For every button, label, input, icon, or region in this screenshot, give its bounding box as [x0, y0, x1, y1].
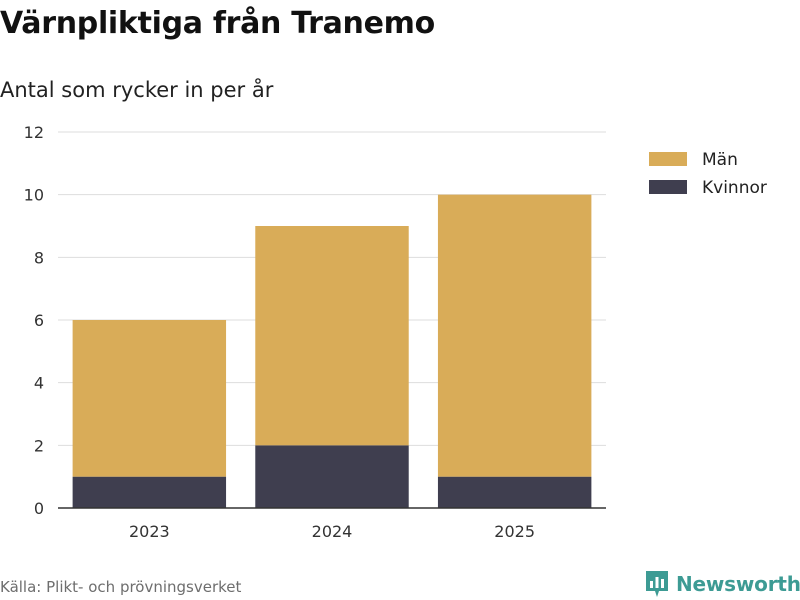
y-tick-label: 2	[34, 436, 44, 455]
legend-swatch-kvinnor	[649, 180, 687, 194]
source-note: Källa: Plikt- och prövningsverket	[0, 578, 242, 596]
chart-title: Värnpliktiga från Tranemo	[0, 6, 435, 41]
y-tick-label: 12	[24, 123, 44, 142]
newsworthy-logo-icon	[646, 571, 668, 597]
x-tick-label: 2023	[129, 522, 170, 541]
bar-kvinnor-2024	[255, 445, 409, 508]
chart-subtitle: Antal som rycker in per år	[0, 78, 274, 102]
x-tick-label: 2025	[494, 522, 535, 541]
y-tick-label: 8	[34, 248, 44, 267]
y-tick-label: 0	[34, 499, 44, 518]
legend: Män Kvinnor	[649, 150, 767, 198]
legend-label-män: Män	[702, 150, 738, 170]
y-tick-label: 6	[34, 311, 44, 330]
bars	[72, 194, 592, 508]
bar-män-2024	[255, 226, 409, 446]
x-axis-ticks: 2023 2024 2025	[129, 522, 535, 541]
bar-män-2025	[437, 194, 592, 477]
legend-swatch-män	[649, 152, 687, 166]
newsworthy-logo-text: Newsworthy	[676, 572, 800, 596]
y-tick-label: 4	[34, 374, 44, 393]
y-axis-ticks: 0 2 4 6 8 10 12	[24, 123, 44, 518]
bar-kvinnor-2023	[72, 476, 227, 508]
newsworthy-logo[interactable]: Newsworthy	[644, 569, 800, 599]
legend-label-kvinnor: Kvinnor	[702, 178, 767, 198]
bar-män-2023	[72, 320, 227, 477]
y-tick-label: 10	[24, 186, 44, 205]
bar-kvinnor-2025	[437, 476, 592, 508]
x-tick-label: 2024	[312, 522, 353, 541]
stacked-bar-chart: 0 2 4 6 8 10 12 2023 2024 2025 Män Kvinnor	[24, 123, 767, 541]
